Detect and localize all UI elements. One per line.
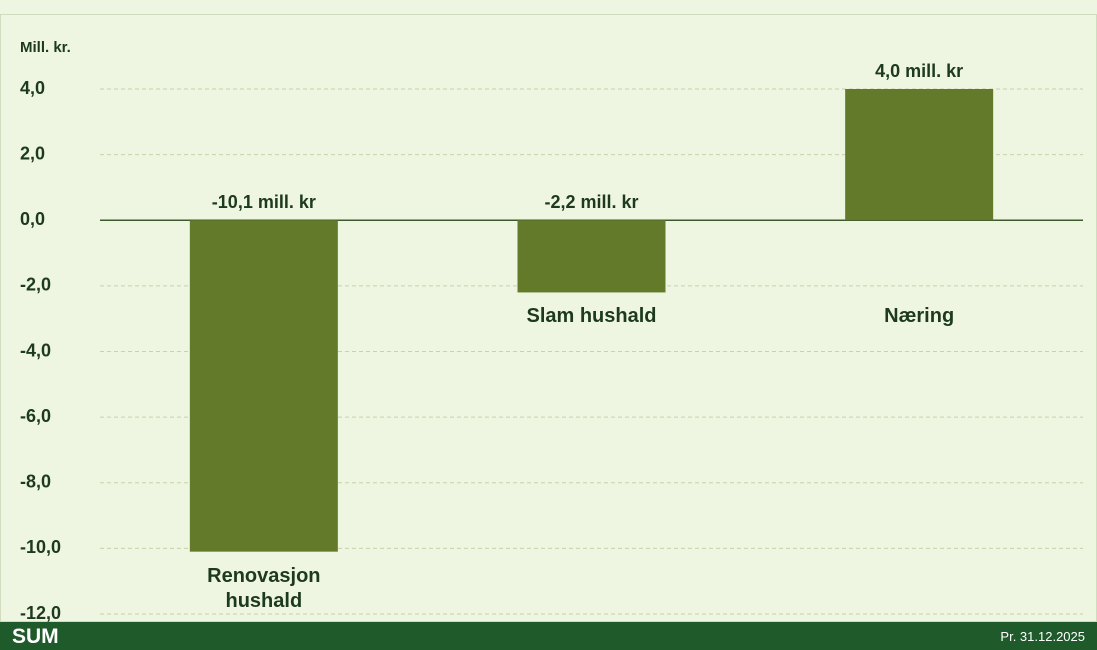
y-tick-label: 2,0 bbox=[20, 143, 45, 163]
value-label: 4,0 mill. kr bbox=[875, 61, 963, 81]
y-tick-label: -4,0 bbox=[20, 340, 51, 360]
bar bbox=[517, 220, 666, 293]
category-label: Næring bbox=[884, 305, 955, 328]
y-tick-label: 0,0 bbox=[20, 209, 45, 229]
y-tick-label: -6,0 bbox=[20, 406, 51, 426]
value-label: -2,2 mill. kr bbox=[544, 192, 638, 212]
bar bbox=[189, 220, 338, 552]
y-tick-label: -2,0 bbox=[20, 275, 51, 295]
y-tick-label: 4,0 bbox=[20, 78, 45, 98]
y-tick-label: -10,0 bbox=[20, 537, 61, 557]
category-label: Renovasjon hushald bbox=[207, 564, 321, 612]
chart: Mill. kr. 4,0 2,0 0,0 -2,0 -4,0 -6,0 -8,0 -10,0… bbox=[0, 14, 1097, 622]
y-tick-label: -12,0 bbox=[20, 603, 61, 622]
bar bbox=[845, 89, 994, 221]
footer: SUM Pr. 31.12.2025 bbox=[0, 622, 1097, 650]
value-label: -10,1 mill. kr bbox=[212, 192, 316, 212]
y-tick-label: -8,0 bbox=[20, 472, 51, 492]
footer-right: Pr. 31.12.2025 bbox=[1000, 629, 1085, 644]
category-label: Slam hushald bbox=[526, 305, 657, 328]
footer-left: SUM bbox=[12, 625, 59, 648]
y-axis-label: Mill. kr. bbox=[20, 39, 71, 56]
